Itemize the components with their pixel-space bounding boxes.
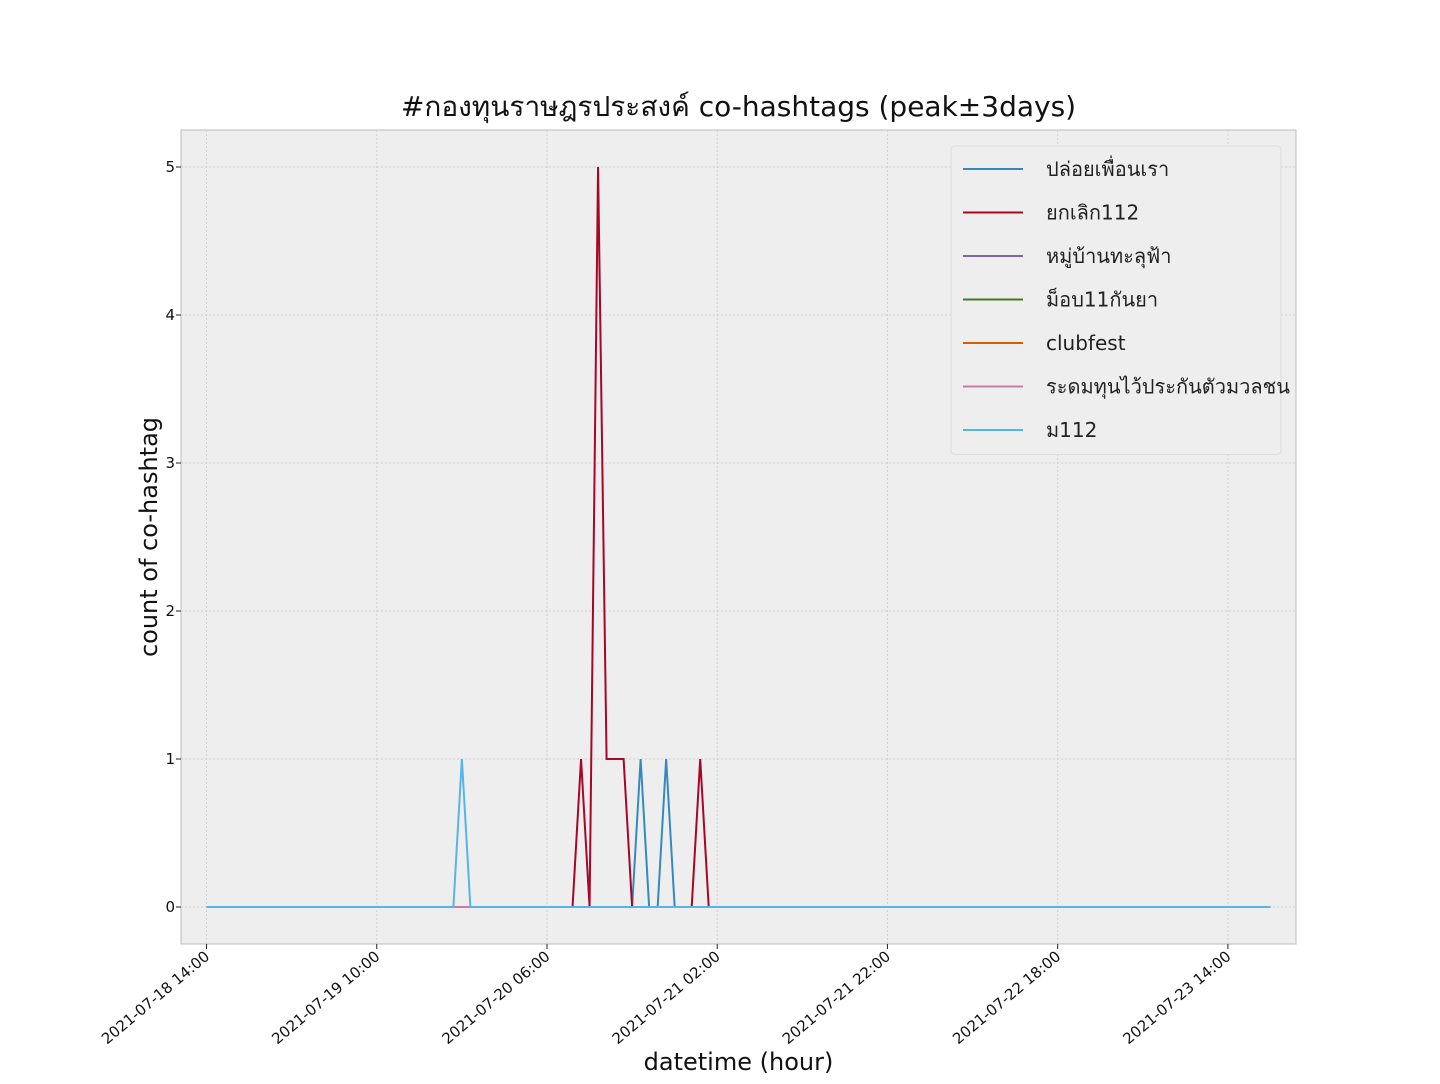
chart-title: #กองทุนราษฎรประสงค์ co-hashtags (peak±3d…: [401, 90, 1076, 124]
y-tick-label: 2: [165, 602, 175, 620]
y-tick-label: 4: [165, 306, 175, 324]
y-tick-label: 3: [165, 454, 175, 472]
series-line-6: [206, 758, 1271, 908]
y-tick-label: 5: [165, 158, 175, 176]
y-tick-label: 1: [165, 750, 175, 768]
legend-label-5: ระดมทุนไว้ประกันตัวมวลชน: [1046, 375, 1290, 400]
series-lines: [206, 166, 1271, 908]
legend-label-2: หมู่บ้านทะลุฟ้า: [1046, 244, 1172, 269]
series-line-1: [206, 166, 1271, 908]
legend-label-4: clubfest: [1046, 331, 1126, 355]
legend-box: [950, 145, 1282, 455]
y-tick-label: 0: [165, 898, 175, 916]
legend-label-3: ม็อบ11กันยา: [1046, 287, 1158, 312]
legend-label-1: ยกเลิก112: [1046, 201, 1139, 225]
y-axis-label: count of co-hashtag: [135, 417, 163, 657]
x-axis-label: datetime (hour): [644, 1048, 834, 1076]
legend-label-0: ปล่อยเพื่อนเรา: [1046, 155, 1169, 181]
legend-label-6: ม112: [1046, 418, 1097, 442]
